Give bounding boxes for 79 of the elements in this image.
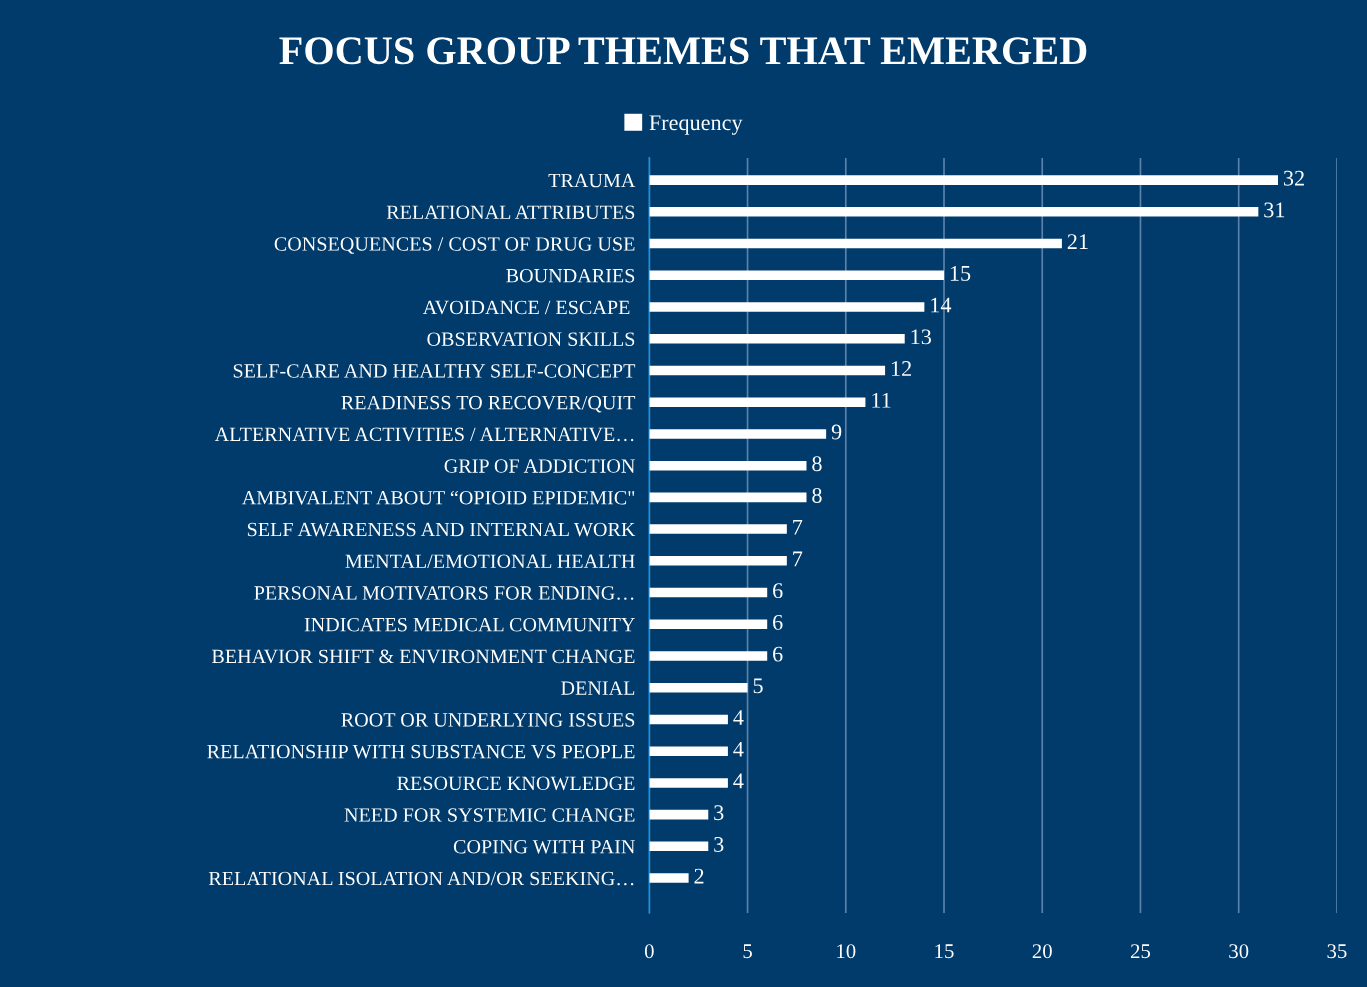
y-tick-label: NEED FOR SYSTEMIC CHANGE	[344, 808, 635, 822]
data-label: 4	[733, 710, 744, 725]
y-tick-label: AMBIVALENT ABOUT “OPIOID EPIDEMIC"	[241, 490, 635, 505]
bar	[649, 207, 1259, 217]
y-tick-label: AVOIDANCE / ESCAPE	[422, 300, 630, 315]
x-tick-label: 10	[837, 944, 856, 959]
y-tick-label: OBSERVATION SKILLS	[427, 332, 635, 347]
y-tick-label: RESOURCE KNOWLEDGE	[397, 776, 635, 791]
y-tick-label: SELF-CARE AND HEALTHY SELF-CONCEPT	[233, 364, 636, 378]
bar	[649, 365, 886, 376]
bar	[649, 619, 768, 630]
bar	[649, 651, 768, 661]
y-tick-label: PERSONAL MOTIVATORS FOR ENDING…	[254, 586, 634, 600]
y-tick-label: TRAUMA	[548, 173, 636, 188]
bar	[649, 397, 866, 407]
data-label: 21	[1067, 234, 1088, 249]
bar	[649, 556, 787, 566]
data-label: 12	[891, 361, 911, 376]
bar	[649, 429, 827, 439]
bar	[649, 270, 945, 281]
x-tick-label: 20	[1032, 944, 1052, 959]
y-tick-label: INDICATES MEDICAL COMMUNITY	[304, 617, 635, 632]
bar	[649, 841, 709, 852]
data-label: 7	[793, 551, 803, 567]
bar	[649, 809, 709, 820]
data-label: 6	[773, 614, 783, 630]
data-label: 8	[812, 456, 822, 472]
data-label: 6	[773, 583, 783, 599]
bar	[649, 302, 925, 312]
data-label: 11	[872, 392, 891, 408]
data-label: 4	[733, 773, 744, 789]
y-tick-label: RELATIONAL ATTRIBUTES	[386, 205, 635, 220]
bar	[649, 873, 689, 883]
y-tick-label: GRIP OF ADDICTION	[444, 459, 635, 473]
y-tick-label: CONSEQUENCES / COST OF DRUG USE	[274, 237, 635, 254]
y-tick-label: BOUNDARIES	[506, 268, 635, 283]
y-tick-label: BEHAVIOR SHIFT & ENVIRONMENT CHANGE	[211, 649, 635, 664]
x-tick-label: 30	[1229, 944, 1249, 959]
data-label: 15	[950, 265, 971, 281]
x-tick-label: 5	[743, 944, 752, 959]
x-tick-label: 25	[1130, 944, 1151, 959]
bar	[649, 746, 728, 756]
bar	[649, 714, 728, 725]
data-label: 2	[694, 868, 704, 884]
data-label: 4	[733, 741, 744, 757]
y-tick-label: RELATIONSHIP WITH SUBSTANCE VS PEOPLE	[207, 744, 635, 759]
chart-title: FOCUS GROUP THEMES THAT EMERGED	[279, 37, 1087, 65]
bar	[649, 175, 1278, 185]
y-tick-label: ALTERNATIVE ACTIVITIES / ALTERNATIVE…	[214, 427, 634, 442]
y-tick-label: RELATIONAL ISOLATION AND/OR SEEKING…	[208, 871, 634, 886]
bar	[649, 587, 768, 598]
x-tick-label: 15	[935, 944, 954, 959]
data-label: 8	[812, 487, 822, 503]
y-tick-label: DENIAL	[561, 681, 635, 695]
data-label: 32	[1283, 170, 1304, 186]
bar	[649, 333, 905, 344]
bar	[649, 524, 787, 534]
y-tick-label: SELF AWARENESS AND INTERNAL WORK	[247, 522, 636, 537]
x-tick-label: 0	[644, 944, 654, 959]
data-label: 7	[793, 519, 803, 535]
data-label: 3	[714, 836, 724, 852]
data-label: 3	[714, 805, 724, 821]
data-label: 5	[753, 678, 763, 694]
data-label: 14	[931, 297, 952, 313]
y-tick-label: COPING WITH PAIN	[453, 840, 635, 854]
y-tick-label: ROOT OR UNDERLYING ISSUES	[341, 713, 635, 727]
bar	[649, 238, 1062, 249]
legend-label: Frequency	[649, 115, 743, 135]
data-label: 9	[831, 424, 842, 440]
bar	[649, 778, 728, 788]
data-label: 6	[773, 646, 783, 662]
bar	[649, 460, 807, 471]
y-tick-label: READINESS TO RECOVER/QUIT	[341, 395, 636, 413]
x-tick-label: 35	[1327, 944, 1347, 959]
bar	[649, 682, 748, 693]
data-label: 31	[1264, 202, 1285, 218]
bar	[649, 492, 807, 503]
y-tick-label: MENTAL/EMOTIONAL HEALTH	[345, 554, 635, 569]
data-label: 13	[911, 329, 931, 345]
